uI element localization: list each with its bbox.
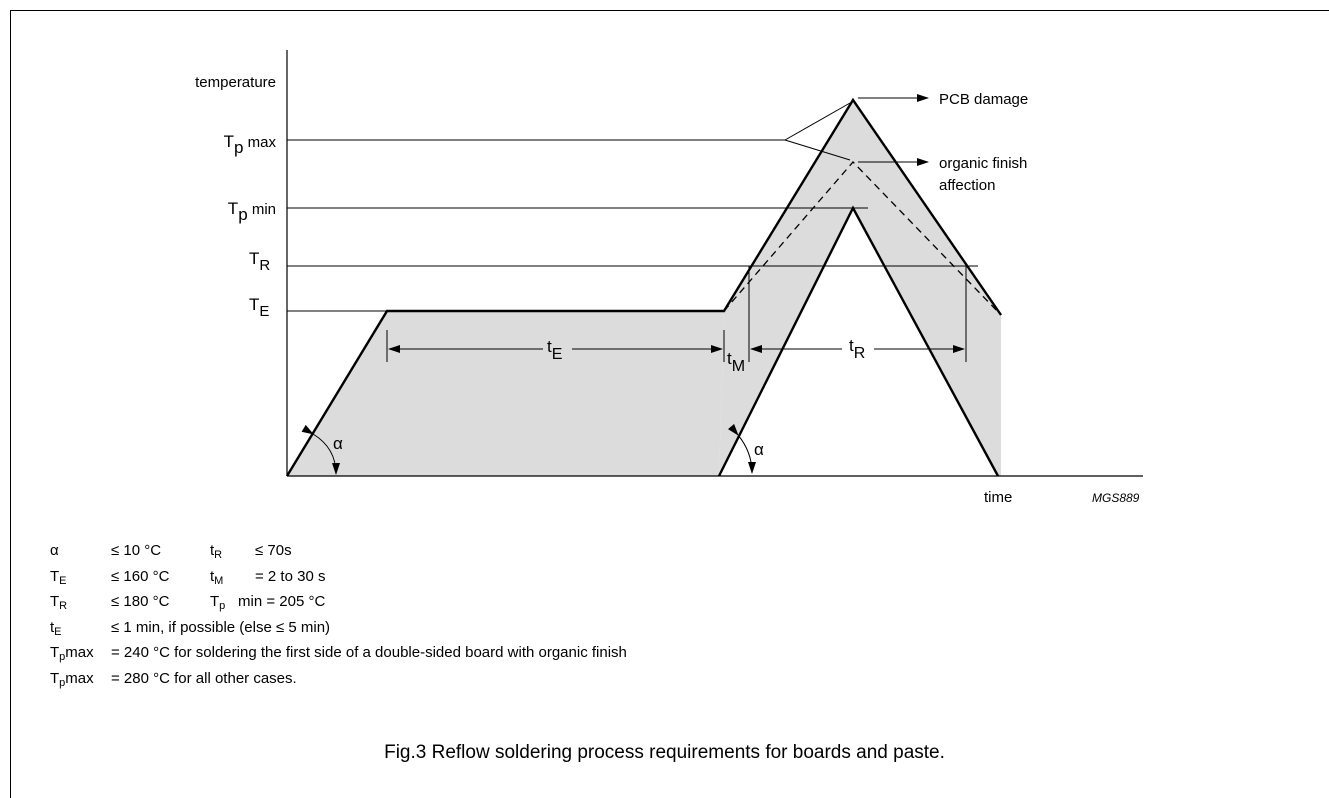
tp-max-leader-1 [784,102,851,141]
legend-symbol: α [50,542,59,559]
legend-text: ≤ 1 min, if possible (else ≤ 5 min) [111,618,331,636]
pcb-damage-label: PCB damage [939,91,1028,108]
te-level-label: TE [249,295,269,320]
tm-interval-label: tM [727,349,745,375]
y-axis-label: temperature [195,74,276,91]
legend-text: = 240 °C for soldering the first side of… [111,644,627,661]
legend-value: ≤ 10 °C [111,542,162,559]
affection-label: affection [939,177,995,194]
legend-symbol: tE [50,618,62,638]
tr-interval-label: tR [849,336,865,362]
legend-symbol-2: Tp [210,593,226,612]
te-interval-label: tE [547,337,562,363]
legend-symbol: TR [50,593,68,612]
tp-min-label: Tp min [228,199,276,224]
legend-symbol: Tpmax [50,644,94,663]
legend-value: ≤ 160 °C [111,567,170,585]
tp-max-leader-2 [784,139,851,161]
peak-region [719,100,1001,476]
legend-value-2: ≤ 70s [255,542,292,559]
organic-finish-profile [723,161,1002,316]
figure-code: MGS889 [1092,491,1140,505]
legend-symbol: Tpmax [50,669,94,689]
legend-text: = 280 °C for all other cases. [111,669,297,687]
tp-max-label: Tp max [224,132,277,157]
figure-frame [10,10,1329,798]
legend-value-2-tight: min = 205 °C [238,593,326,610]
legend-symbol: TE [50,567,67,587]
legend-value: ≤ 180 °C [111,593,170,610]
legend-symbol-2: tR [210,542,223,561]
alpha-arc-2 [727,423,756,474]
tr-level-label: TR [249,249,270,274]
preheat-region [287,311,724,476]
alpha-label-2: α [754,440,764,459]
x-axis-label: time [984,489,1012,506]
legend-symbol-2: tM [210,567,224,587]
reflow-profile-diagram: temperature time MGS889 Tp max Tp min TR… [195,50,1143,506]
alpha-label-1: α [333,434,343,453]
figure-caption: Fig.3 Reflow soldering process requireme… [384,742,945,763]
legend-value-2: = 2 to 30 s [255,567,326,585]
inner-profile [717,205,1000,477]
alpha-arc-1 [301,424,340,475]
organic-finish-label: organic finish [939,155,1027,172]
